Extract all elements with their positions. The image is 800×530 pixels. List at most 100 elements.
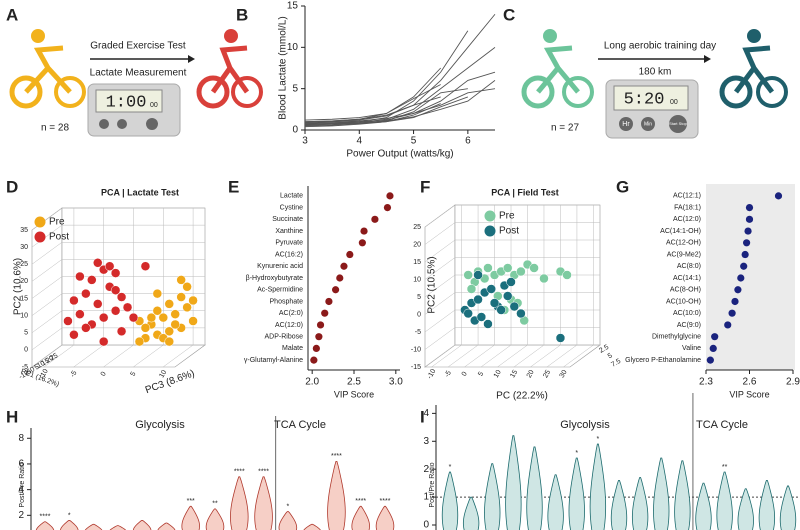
z-tick-label: 15 <box>40 357 50 367</box>
point <box>128 312 139 323</box>
dot <box>737 274 745 282</box>
significance-label: * <box>449 464 452 471</box>
label: Lactate Measurement <box>90 68 187 79</box>
grid-line <box>497 344 528 368</box>
y-tick-label: -5 <box>415 329 421 336</box>
violin <box>716 471 733 530</box>
x-tick-label: 5 <box>477 371 485 378</box>
violin <box>181 505 200 530</box>
y-tick-label: 4 <box>18 484 24 495</box>
significance-label: ** <box>212 501 218 508</box>
dot <box>325 297 333 306</box>
point <box>140 323 151 333</box>
y-tick-label: 0 <box>417 311 421 318</box>
dot <box>724 321 732 329</box>
violin <box>505 435 522 530</box>
point <box>188 295 198 306</box>
y-tick-label: 15 <box>413 259 421 266</box>
series-line <box>304 84 441 121</box>
significance-label: ** <box>722 464 728 471</box>
grid-line <box>103 344 134 368</box>
category-label: FA(18:1) <box>674 204 701 211</box>
x-tick-label: 5 <box>130 371 138 378</box>
category-label: Dimethylglycine <box>652 334 701 341</box>
y-tick-label: 3 <box>423 436 429 447</box>
significance-label: **** <box>380 498 391 505</box>
legend-label: Post <box>499 226 519 237</box>
panel-letter: A <box>6 5 18 24</box>
category-label: Lactate <box>280 193 303 200</box>
violin <box>205 508 225 530</box>
point <box>506 277 516 287</box>
point <box>509 301 520 312</box>
violin <box>589 443 607 530</box>
cyclist-red <box>196 29 263 109</box>
grid-line <box>424 204 456 228</box>
dot <box>745 215 754 223</box>
point <box>87 275 97 285</box>
dot <box>774 192 783 200</box>
x-axis-label: PC3 (8.6%) <box>144 368 196 396</box>
point <box>516 266 526 277</box>
dot <box>321 309 329 317</box>
y-tick-label: -10 <box>411 346 421 353</box>
grid-line <box>447 344 479 368</box>
point <box>539 273 549 284</box>
x-tick-label: 25 <box>542 369 552 379</box>
group-label: TCA Cycle <box>274 419 326 431</box>
category-label: ADP-Ribose <box>264 334 303 341</box>
dot <box>340 262 348 270</box>
x-axis-label: VIP Score <box>334 389 374 399</box>
significance-label: * <box>68 512 71 519</box>
y-tick-label: 15 <box>287 1 299 12</box>
point <box>473 294 483 305</box>
point <box>466 284 477 294</box>
point <box>134 336 145 347</box>
dot <box>358 239 366 247</box>
category-label: β-Hydroxybutyrate <box>246 275 303 282</box>
x-tick-label: 15 <box>509 369 519 379</box>
x-tick-label: 4 <box>357 136 363 147</box>
violin <box>278 511 298 530</box>
legend-label: Pre <box>49 217 65 228</box>
significance-label: **** <box>355 498 366 505</box>
sample-size: n = 27 <box>551 123 580 134</box>
x-tick-label: 2.3 <box>699 377 713 388</box>
x-tick-label: 3 <box>302 136 308 147</box>
y-tick-label: -15 <box>411 364 421 371</box>
y-tick-label: 8 <box>18 433 24 444</box>
category-label: AC(16:2) <box>275 251 303 258</box>
grid-line <box>431 344 462 368</box>
point <box>188 316 198 326</box>
category-label: Succinate <box>272 216 303 223</box>
point <box>463 308 473 319</box>
button-label: Hr <box>622 121 630 128</box>
dot <box>360 227 368 235</box>
point <box>110 285 121 295</box>
legend-marker <box>34 231 46 243</box>
dot <box>310 356 318 364</box>
button-label: Min <box>644 121 652 127</box>
cyclist-yellow <box>9 29 86 109</box>
timer-text: 1:00 <box>106 93 147 112</box>
category-label: Kynurenic acid <box>257 263 303 270</box>
y-tick-label: 10 <box>413 276 421 283</box>
grid-line <box>424 274 456 298</box>
x-axis-label: Power Output (watts/kg) <box>346 149 453 160</box>
category-label: AC(8:0) <box>677 263 701 270</box>
category-label: Ac-Spermidine <box>257 287 303 294</box>
point <box>182 282 192 292</box>
label: Graded Exercise Test <box>90 41 186 52</box>
category-label: AC(14:1) <box>673 275 701 282</box>
x-tick-label: 30 <box>559 369 569 379</box>
y-axis-label: Post/Pre Ratio <box>429 462 436 507</box>
point <box>69 329 79 340</box>
point <box>116 326 127 337</box>
grid-line <box>73 344 104 368</box>
grid-line <box>31 242 63 265</box>
panel-letter: D <box>6 177 18 196</box>
arrow-head <box>188 55 195 63</box>
plot-background <box>706 184 795 370</box>
point <box>562 270 572 280</box>
category-label: Valine <box>682 345 701 352</box>
